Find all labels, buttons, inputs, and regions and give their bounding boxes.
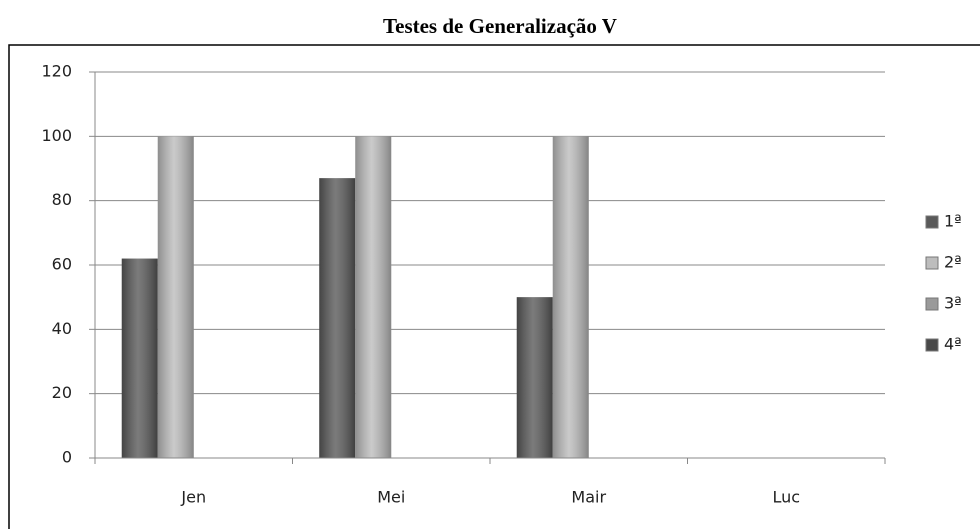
bar-shine	[355, 136, 392, 459]
y-tick-label: 40	[52, 319, 72, 338]
legend-label: 2ª	[944, 253, 962, 272]
legend-label: 3ª	[944, 294, 962, 313]
legend-swatch	[925, 297, 939, 311]
y-tick-label: 100	[41, 126, 72, 145]
bar-shine	[121, 258, 158, 458]
legend-label: 1ª	[944, 212, 962, 231]
legend-swatch	[925, 338, 939, 352]
x-tick-label: Mei	[377, 488, 405, 507]
y-tick-label: 80	[52, 190, 72, 209]
bar-shine	[552, 136, 589, 459]
legend-label: 4ª	[944, 335, 962, 354]
x-tick-label: Jen	[180, 488, 206, 507]
x-tick-label: Luc	[772, 488, 800, 507]
legend-swatch	[925, 256, 939, 270]
x-tick-label: Mair	[571, 488, 606, 507]
bar-shine	[516, 297, 553, 458]
chart-title: Testes de Generalização V	[383, 14, 617, 38]
y-tick-label: 0	[62, 448, 72, 467]
y-tick-label: 60	[52, 255, 72, 274]
chart-frame	[8, 44, 980, 529]
bar-shine	[157, 136, 194, 459]
legend-swatch	[925, 215, 939, 229]
y-tick-label: 20	[52, 383, 72, 402]
bar-shine	[319, 178, 356, 458]
y-tick-label: 120	[41, 62, 72, 81]
